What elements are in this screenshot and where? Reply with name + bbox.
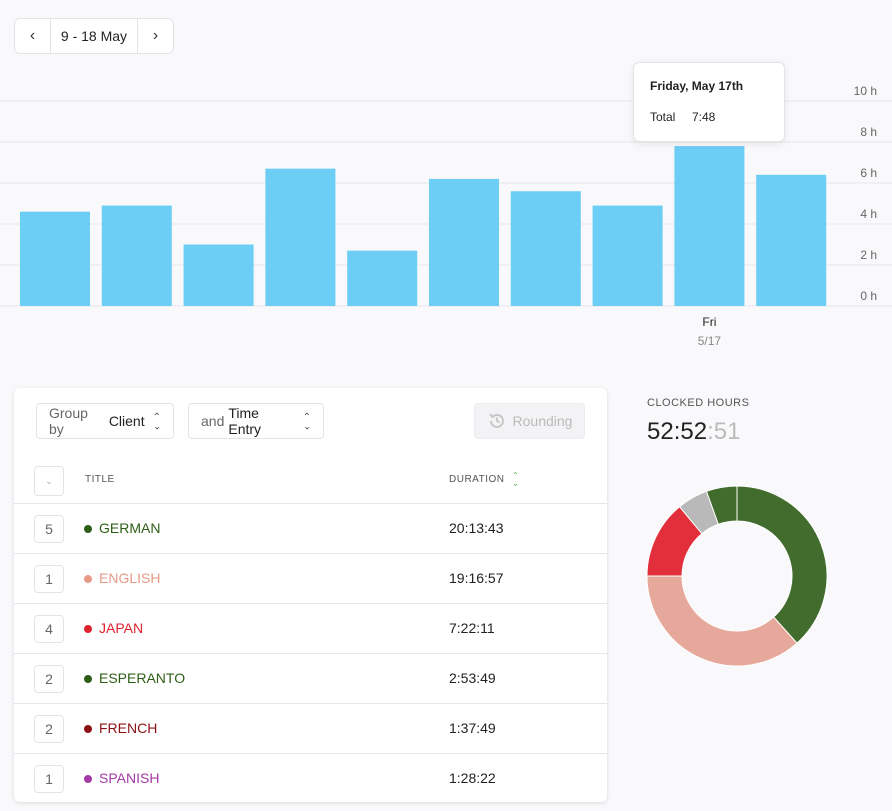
chart-bar[interactable] — [183, 244, 254, 307]
client-share-donut-chart — [646, 485, 828, 667]
entry-count-badge[interactable]: 5 — [34, 515, 64, 543]
chevron-right-icon[interactable]: › — [137, 19, 173, 53]
select-all-toggle[interactable]: ⌄ — [34, 466, 64, 496]
chevron-down-icon: ⌄ — [45, 475, 53, 486]
y-tick-label: 0 h — [860, 289, 877, 303]
updown-chevron-icon: ⌃ ⌃ — [302, 412, 311, 431]
entry-count-badge[interactable]: 1 — [34, 765, 64, 793]
donut-slice-english[interactable] — [646, 575, 798, 667]
chart-bar[interactable] — [265, 168, 336, 306]
client-color-dot — [84, 675, 92, 683]
duration-value: 1:28:22 — [449, 770, 496, 786]
duration-value: 20:13:43 — [449, 520, 504, 536]
date-range-label[interactable]: 9 - 18 May — [60, 28, 128, 44]
client-color-dot — [84, 625, 92, 633]
chart-tooltip: Friday, May 17th Total 7:48 — [633, 62, 785, 142]
chart-bar[interactable] — [347, 250, 418, 306]
client-color-dot — [84, 725, 92, 733]
chevron-left-icon[interactable]: ‹ — [15, 19, 51, 53]
donut-slice-german[interactable] — [736, 485, 828, 644]
table-toolbar: Group by Client ⌃ ⌃ and Time Entry ⌃ ⌃ Rou… — [36, 403, 585, 439]
secondary-group-value: Time Entry — [228, 405, 262, 437]
duration-value: 19:16:57 — [449, 570, 504, 586]
tooltip-title: Friday, May 17th — [650, 79, 744, 93]
duration-value: 7:22:11 — [449, 620, 495, 636]
y-tick-label: 8 h — [860, 125, 877, 139]
sort-icon[interactable]: ⌃ ⌃ — [512, 471, 519, 488]
group-by-value: Client — [108, 413, 145, 429]
group-by-select[interactable]: Group by Client ⌃ ⌃ — [36, 403, 174, 439]
x-tick-label-day: Fri — [702, 315, 716, 329]
clocked-hours-value: 52:52:51 — [647, 418, 740, 446]
table-row[interactable]: 2 FRENCH 1:37:49 — [14, 704, 607, 754]
report-table-card: Group by Client ⌃ ⌃ and Time Entry ⌃ ⌃ Rou… — [14, 388, 607, 802]
chart-bar[interactable] — [101, 205, 172, 306]
clocked-hours-seconds: :51 — [707, 418, 741, 445]
client-title: ENGLISH — [99, 570, 161, 586]
group-by-prefix: Group by — [49, 405, 88, 437]
table-row[interactable]: 1 SPANISH 1:28:22 — [14, 754, 607, 802]
clocked-hours-main: 52:52 — [647, 418, 708, 445]
chart-bar[interactable] — [20, 211, 90, 306]
history-icon — [488, 413, 504, 428]
client-title: JAPAN — [99, 620, 144, 636]
chart-bar[interactable] — [674, 146, 745, 306]
chart-bar[interactable] — [592, 205, 663, 306]
client-color-dot — [84, 575, 92, 583]
chart-bar[interactable] — [756, 174, 827, 306]
entry-count-badge[interactable]: 2 — [34, 665, 64, 693]
tooltip-total-label: Total — [650, 110, 676, 124]
clocked-hours-label: CLOCKED HOURS — [647, 397, 750, 409]
table-row[interactable]: 2 ESPERANTO 2:53:49 — [14, 654, 607, 704]
donut-slice-esperanto[interactable] — [705, 485, 738, 525]
y-tick-label: 4 h — [860, 207, 877, 221]
entry-count-badge[interactable]: 2 — [34, 715, 64, 743]
chart-bar[interactable] — [429, 178, 499, 306]
entry-count-badge[interactable]: 4 — [34, 615, 64, 643]
tooltip-total-value: 7:48 — [692, 110, 716, 124]
table-row[interactable]: 1 ENGLISH 19:16:57 — [14, 554, 607, 604]
table-row[interactable]: 5 GERMAN 20:13:43 — [14, 504, 607, 554]
rounding-button[interactable]: Rounding — [474, 403, 585, 439]
daily-hours-bar-chart: 0 h 2 h 4 h 6 h 8 h 10 h Fri 5/17 — [0, 84, 892, 348]
y-tick-label: 10 h — [854, 84, 877, 98]
client-title: FRENCH — [99, 720, 158, 736]
chart-bar[interactable] — [510, 191, 581, 306]
duration-value: 2:53:49 — [449, 670, 496, 686]
secondary-group-select[interactable]: and Time Entry ⌃ ⌃ — [188, 403, 324, 439]
client-title: SPANISH — [99, 770, 160, 786]
client-title: GERMAN — [99, 520, 161, 536]
y-tick-label: 2 h — [860, 248, 877, 262]
date-range-picker: ‹ 9 - 18 May › — [14, 18, 174, 54]
client-title: ESPERANTO — [99, 670, 186, 686]
secondary-group-prefix: and — [201, 413, 225, 429]
column-duration-header[interactable]: DURATION — [449, 474, 505, 485]
updown-chevron-icon: ⌃ ⌃ — [152, 412, 161, 431]
client-color-dot — [84, 525, 92, 533]
tooltip-total-row: Total 7:48 — [650, 110, 768, 124]
client-color-dot — [84, 775, 92, 783]
y-tick-label: 6 h — [860, 166, 877, 180]
x-tick-label-date: 5/17 — [698, 334, 722, 348]
table-row[interactable]: 4 JAPAN 7:22:11 — [14, 604, 607, 654]
table-header: ⌄ TITLE DURATION ⌃ ⌃ — [14, 464, 607, 504]
duration-value: 1:37:49 — [449, 720, 496, 736]
entry-count-badge[interactable]: 1 — [34, 565, 64, 593]
rounding-label: Rounding — [512, 413, 573, 429]
column-title-header[interactable]: TITLE — [85, 474, 115, 485]
